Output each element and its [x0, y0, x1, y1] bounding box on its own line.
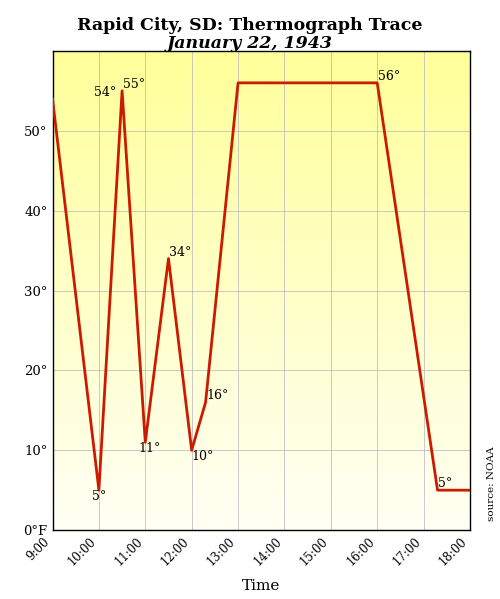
Text: 56°: 56°	[378, 70, 400, 83]
Text: 16°: 16°	[206, 389, 229, 403]
Text: January 22, 1943: January 22, 1943	[167, 35, 333, 52]
Text: 34°: 34°	[170, 246, 192, 259]
Text: Rapid City, SD: Thermograph Trace: Rapid City, SD: Thermograph Trace	[77, 17, 423, 34]
Text: 55°: 55°	[123, 78, 145, 91]
Text: 5°: 5°	[438, 477, 452, 490]
X-axis label: Time: Time	[242, 579, 281, 593]
Text: source: NOAA: source: NOAA	[486, 446, 496, 521]
Text: 10°: 10°	[192, 450, 214, 463]
Text: 5°: 5°	[92, 490, 106, 503]
Text: 11°: 11°	[138, 442, 160, 455]
Text: 54°: 54°	[94, 86, 116, 99]
